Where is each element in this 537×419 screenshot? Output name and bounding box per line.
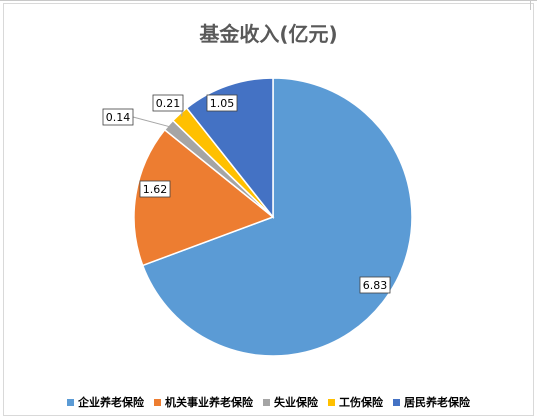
legend-swatch: [393, 398, 400, 406]
legend-item-2: 机关事业养老保险: [154, 394, 253, 410]
svg-text:6.83: 6.83: [363, 279, 388, 292]
svg-text:0.21: 0.21: [156, 97, 181, 110]
legend-swatch: [328, 398, 335, 406]
svg-text:1.05: 1.05: [210, 97, 235, 110]
pie-slice-5: [185, 77, 274, 220]
legend-label: 居民养老保险: [404, 396, 470, 409]
legend-swatch: [154, 398, 161, 406]
data-label-5: 1.05: [206, 94, 238, 112]
legend-item-5: 居民养老保险: [393, 394, 470, 410]
sheet-gridline-top: [0, 0, 537, 1]
svg-text:1.62: 1.62: [143, 183, 168, 196]
svg-text:0.14: 0.14: [106, 111, 131, 124]
legend-item-3: 失业保险: [263, 394, 318, 410]
legend-label: 失业保险: [274, 396, 318, 409]
sheet-gridline-right: [530, 0, 531, 10]
legend-item-4: 工伤保险: [328, 394, 383, 410]
legend-label: 工伤保险: [339, 396, 383, 409]
leader-line-3: [132, 116, 172, 128]
data-label-2: 1.62: [139, 180, 171, 198]
pie-slice-2: [133, 128, 275, 267]
legend-item-1: 企业养老保险: [67, 394, 144, 410]
pie-slice-1: [141, 77, 413, 357]
legend-swatch: [67, 398, 74, 406]
legend: 企业养老保险 机关事业养老保险 失业保险 工伤保险 居民养老保险: [0, 394, 537, 410]
legend-label: 企业养老保险: [78, 396, 144, 409]
legend-swatch: [263, 398, 270, 406]
legend-label: 机关事业养老保险: [165, 396, 253, 409]
data-label-3: 0.14: [102, 108, 134, 126]
chart-title: 基金收入(亿元): [199, 22, 338, 46]
data-label-1: 6.83: [359, 276, 391, 294]
data-label-4: 0.21: [152, 94, 184, 112]
